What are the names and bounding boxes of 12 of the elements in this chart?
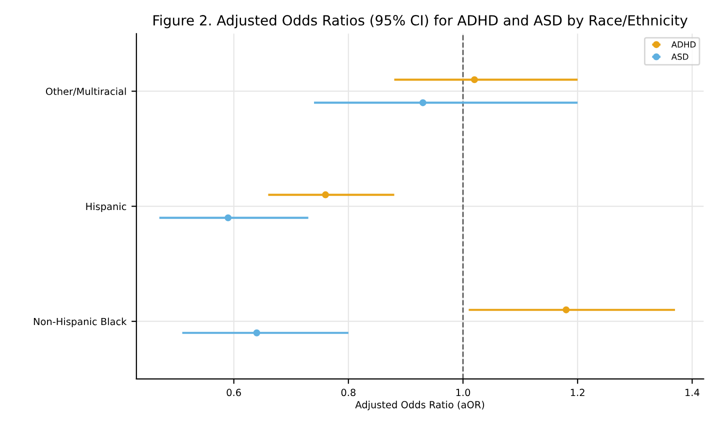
legend-label: ADHD [671,41,696,48]
x-axis-title: Adjusted Odds Ratio (aOR) [355,400,484,410]
chart-title: Figure 2. Adjusted Odds Ratios (95% CI) for ADHD and ASD by Race/Ethnicity [154,14,688,28]
x-tick-label: 1.4 [686,388,700,396]
y-tick-label: Non-Hispanic Black [34,318,127,328]
y-tick-label: Hispanic [86,202,126,212]
x-tick-label: 0.6 [226,388,241,396]
legend-label: ASD [671,54,688,60]
x-tick-label: 1.2 [570,388,584,396]
x-tick-label: 0.8 [341,388,356,396]
x-tick-label: 1.0 [456,388,470,396]
y-tick-label: Other/Multiracial [46,88,126,96]
